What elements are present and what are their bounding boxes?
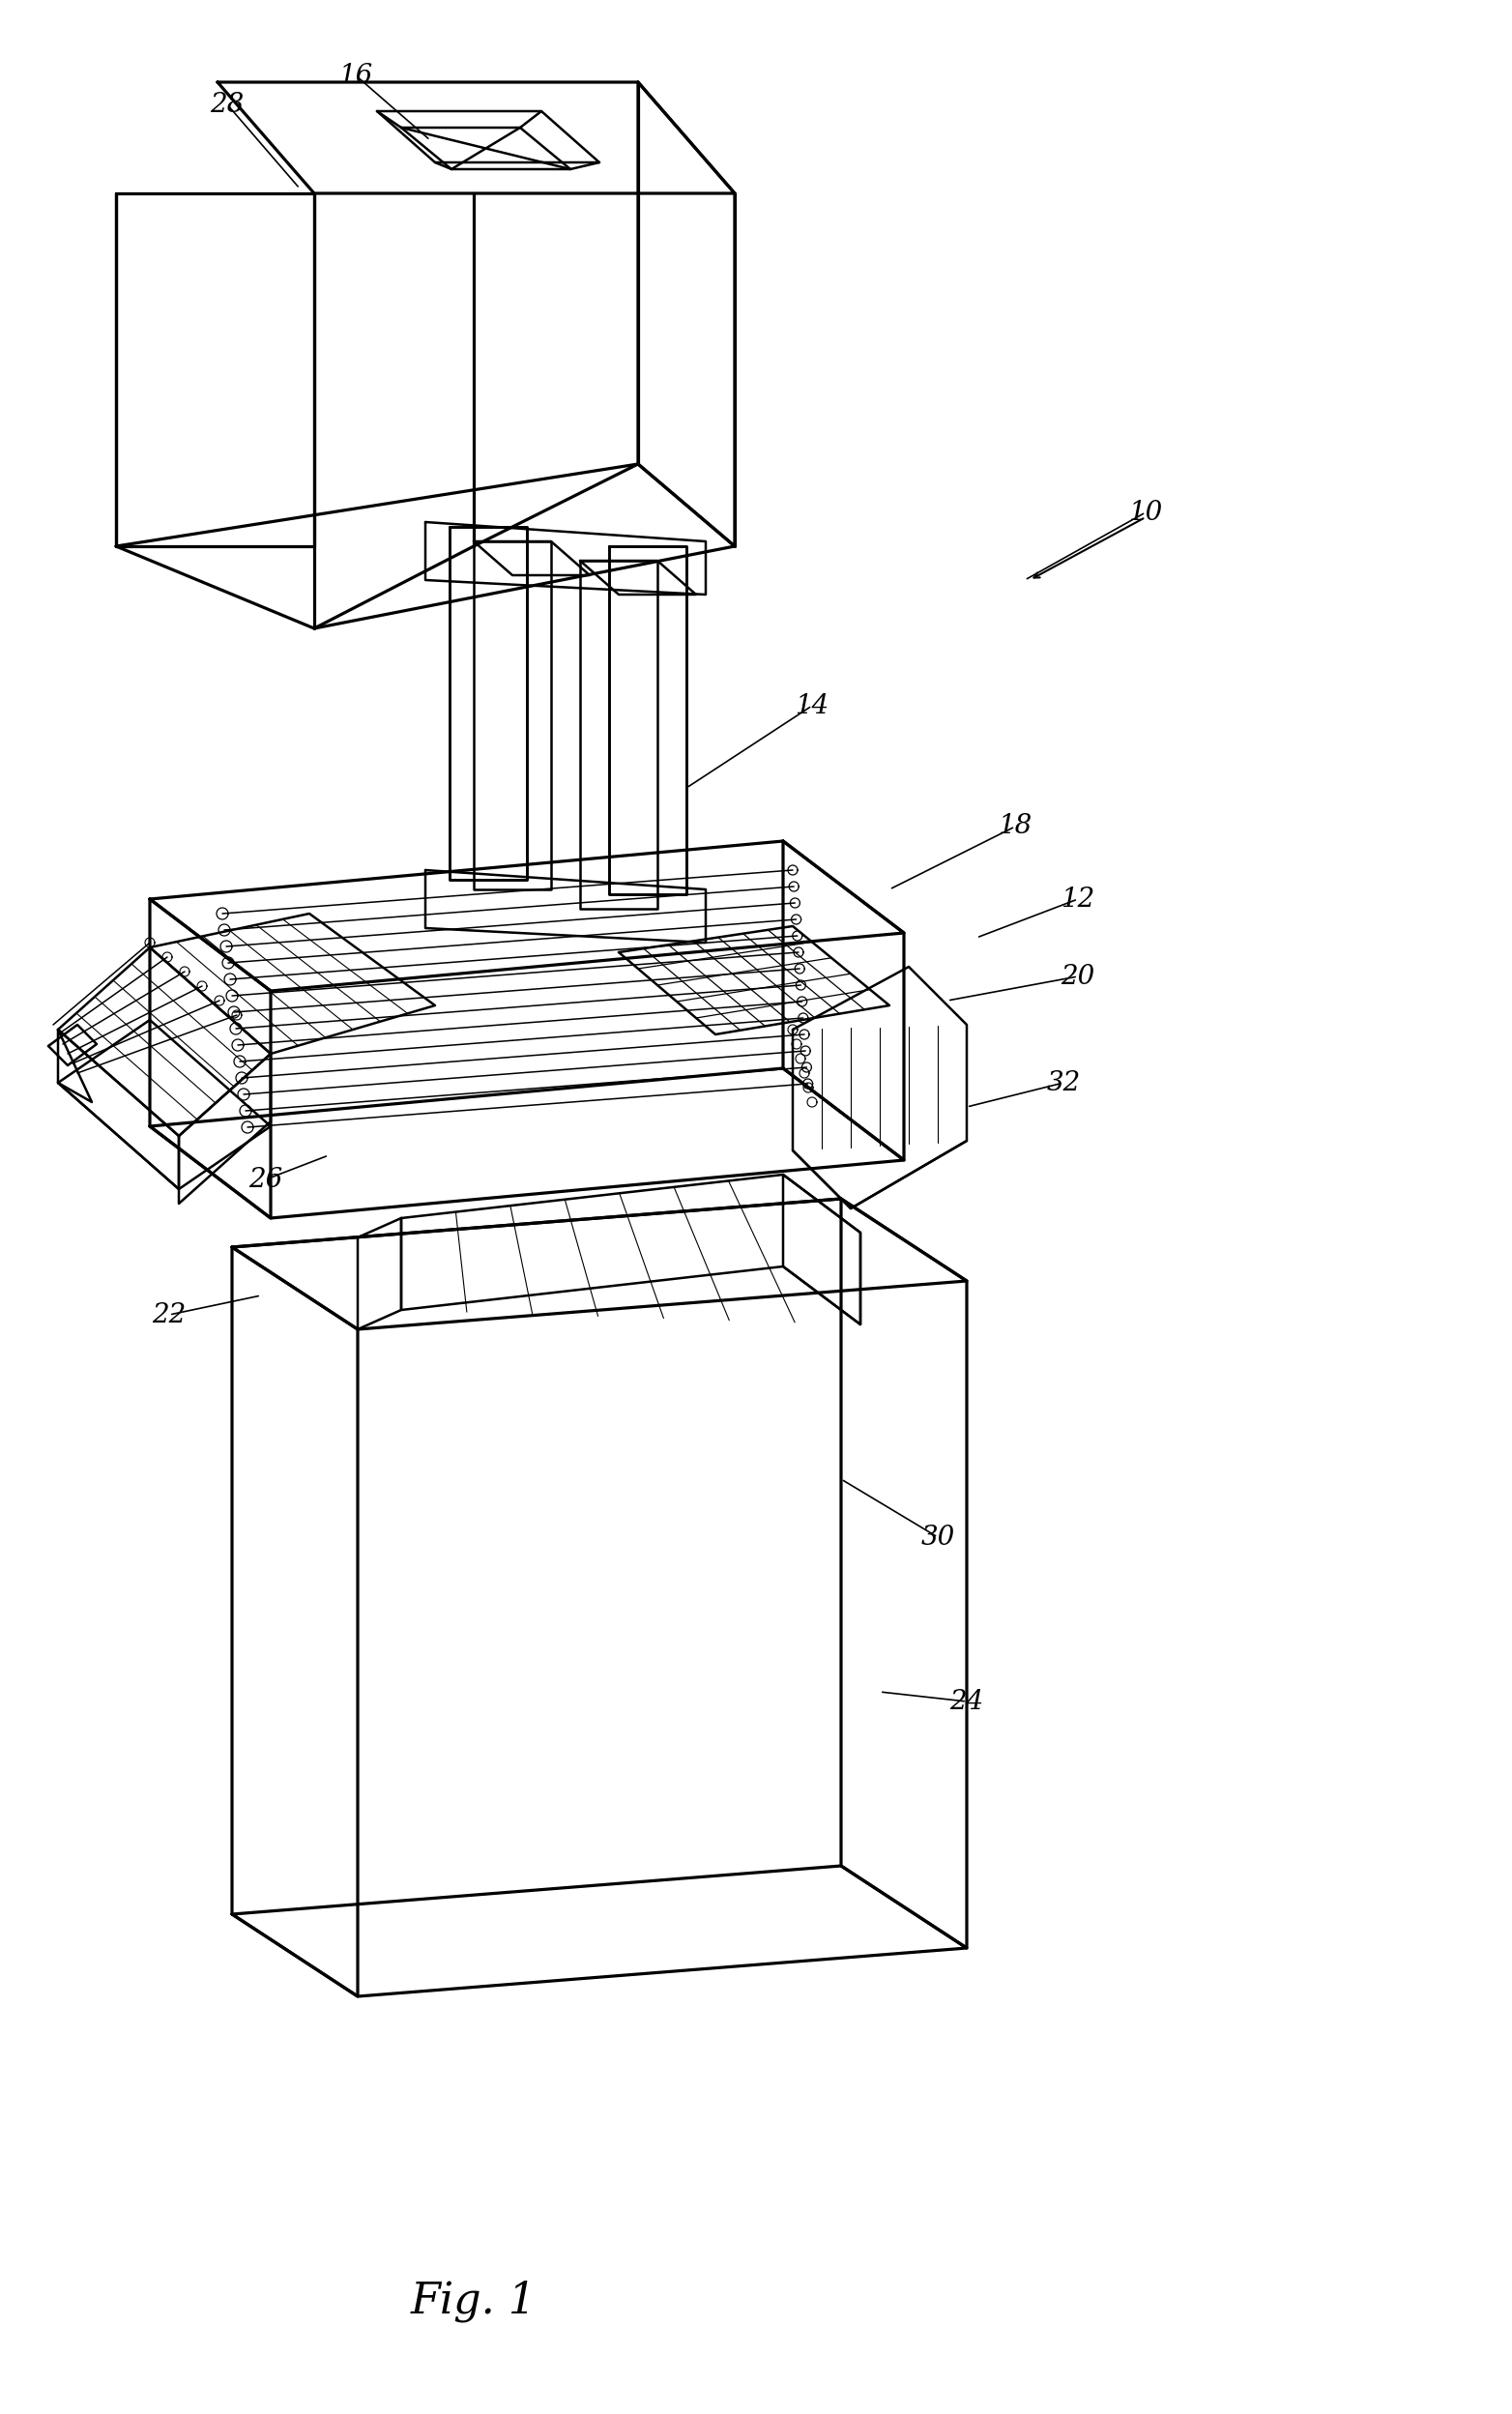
Text: 18: 18 [998,814,1033,840]
Text: 30: 30 [921,1523,954,1550]
Text: 22: 22 [153,1301,186,1328]
Text: 14: 14 [795,693,829,719]
Text: 32: 32 [1046,1069,1081,1096]
Text: 20: 20 [1061,963,1095,990]
Text: Fig. 1: Fig. 1 [411,2279,537,2322]
Text: 16: 16 [339,63,373,89]
Text: 28: 28 [210,92,245,118]
Text: 24: 24 [950,1687,984,1714]
Text: 12: 12 [1061,886,1095,912]
Text: 10: 10 [1128,500,1163,526]
Text: 26: 26 [249,1166,283,1193]
